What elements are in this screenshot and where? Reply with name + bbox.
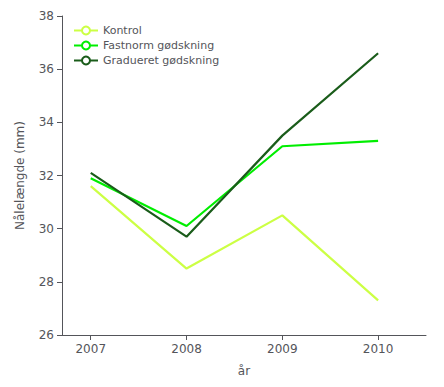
svg-text:38: 38	[39, 9, 54, 23]
svg-text:34: 34	[39, 115, 54, 129]
svg-text:Kontrol: Kontrol	[103, 24, 142, 37]
svg-text:2010: 2010	[363, 342, 394, 356]
svg-text:26: 26	[39, 328, 54, 342]
svg-text:2009: 2009	[267, 342, 298, 356]
svg-text:2008: 2008	[171, 342, 202, 356]
svg-text:år: år	[238, 364, 250, 378]
svg-text:28: 28	[39, 275, 54, 289]
svg-text:36: 36	[39, 62, 54, 76]
svg-text:Fastnorm gødskning: Fastnorm gødskning	[103, 39, 214, 52]
svg-text:30: 30	[39, 222, 54, 236]
svg-text:Gradueret gødskning: Gradueret gødskning	[103, 54, 219, 67]
svg-text:Nålelængde (mm): Nålelængde (mm)	[13, 121, 27, 230]
svg-text:32: 32	[39, 169, 54, 183]
svg-text:2007: 2007	[75, 342, 106, 356]
